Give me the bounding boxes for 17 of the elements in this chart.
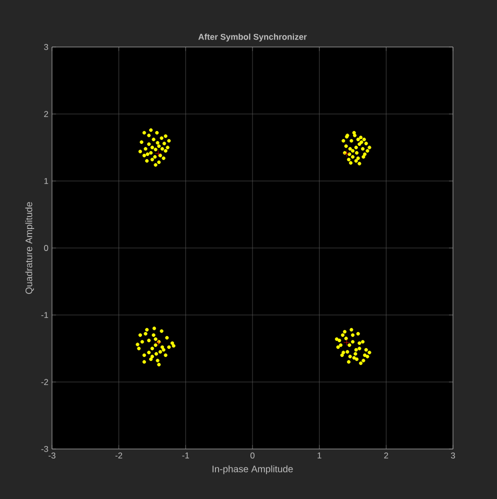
x-tick-label: 3 xyxy=(450,452,455,459)
x-tick-label: -2 xyxy=(115,452,122,458)
y-tick-label: 3 xyxy=(44,44,48,50)
x-tick-label: 0 xyxy=(250,452,255,459)
chart-title: After Symbol Synchronizer xyxy=(198,34,307,42)
y-tick-label: -1 xyxy=(41,312,48,318)
y-tick-label: -2 xyxy=(41,379,48,385)
y-axis-title: Quadrature Amplitude xyxy=(25,202,34,294)
y-tick-label: 2 xyxy=(44,111,48,117)
x-axis-title: In-phase Amplitude xyxy=(212,465,293,474)
x-tick-label: 1 xyxy=(318,452,322,458)
y-tick-label: 0 xyxy=(44,245,48,251)
x-tick-label: -3 xyxy=(48,452,56,459)
y-tick-label: 1 xyxy=(44,178,48,184)
x-tick-label: -1 xyxy=(182,452,190,458)
y-tick-label: -3 xyxy=(41,446,48,452)
x-tick-label: 2 xyxy=(384,452,388,458)
